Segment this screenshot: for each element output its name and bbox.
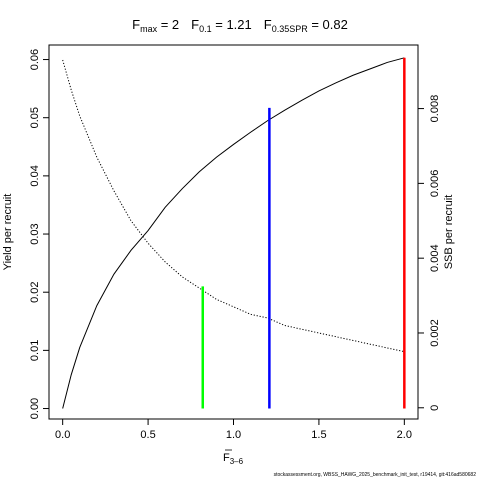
y2-tick-label: 0.002: [429, 319, 441, 347]
footer-caption: stockassessment.org, WBSS_HAWG_2025_benc…: [274, 472, 477, 478]
x-tick-label: 2.0: [397, 429, 412, 441]
yield-per-recruit-curve: [62, 57, 405, 409]
x-axis-title-main: F: [223, 452, 230, 464]
y2-tick-label: 0: [429, 405, 441, 411]
y2-tick-label: 0.004: [429, 244, 441, 272]
y-axis-left: 0.00 0.01 0.02 0.03 0.04 0.05 0.06: [29, 49, 50, 419]
y-tick-label: 0.01: [29, 340, 41, 361]
x-axis-title-sub: 3–6: [230, 457, 244, 466]
y-tick-label: 0.02: [29, 281, 41, 302]
y-tick-label: 0.03: [29, 223, 41, 244]
chart-title: Fmax = 2 F0.1 = 1.21 F0.35SPR = 0.82: [132, 17, 348, 34]
plot-frame: [48, 44, 419, 420]
curves: [62, 57, 405, 409]
y-tick-label: 0.06: [29, 49, 41, 70]
ssb-per-recruit-curve: [62, 59, 405, 353]
y-tick-label: 0.04: [29, 165, 41, 186]
y2-axis-title: SSB per recruit: [443, 195, 455, 270]
x-tick-label: 1.0: [226, 429, 241, 441]
x-axis: 0.0 0.5 1.0 1.5 2.0: [55, 418, 412, 441]
y-axis-right: 0 0.002 0.004 0.006 0.008: [417, 95, 441, 411]
y2-tick-label: 0.008: [429, 95, 441, 123]
x-tick-label: 1.5: [311, 429, 326, 441]
x-tick-label: 0.5: [140, 429, 155, 441]
y-tick-label: 0.05: [29, 107, 41, 128]
x-tick-label: 0.0: [55, 429, 70, 441]
y-axis-title: Yield per recruit: [2, 194, 14, 271]
reference-lines: [201, 57, 406, 409]
x-axis-title: F3–6: [223, 452, 244, 466]
y2-tick-label: 0.006: [429, 170, 441, 198]
y-tick-label: 0.00: [29, 398, 41, 419]
